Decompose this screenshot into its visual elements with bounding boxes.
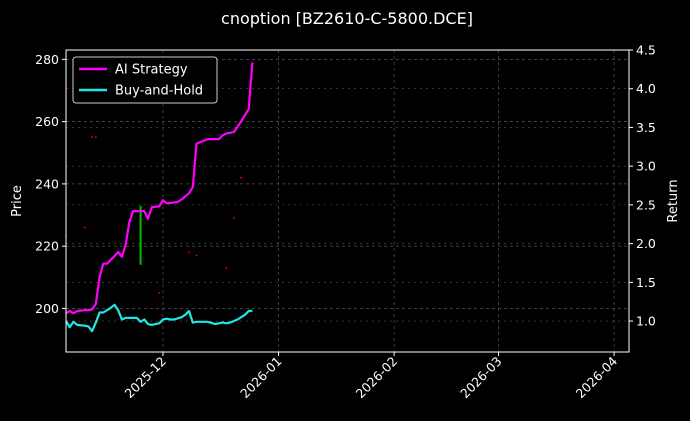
sell-marker — [188, 251, 190, 254]
right-y-axis: 1.0 1.5 2.0 2.5 3.0 3.5 4.0 4.5 — [629, 43, 656, 329]
right-tick-label: 3.5 — [636, 120, 656, 135]
legend-box — [72, 56, 218, 104]
sell-marker — [158, 291, 161, 294]
right-tick-label: 2.5 — [636, 197, 656, 212]
legend: AI Strategy Buy-and-Hold — [72, 56, 218, 104]
sell-marker — [232, 217, 235, 220]
sell-marker — [240, 176, 243, 179]
left-y-axis: 200 220 240 260 280 — [35, 52, 66, 316]
sell-marker — [195, 254, 198, 257]
left-tick-label: 260 — [35, 114, 59, 129]
right-tick-label: 1.5 — [636, 275, 656, 290]
right-tick-label: 3.0 — [636, 159, 656, 174]
right-tick-label: 1.0 — [636, 314, 656, 329]
sell-marker — [83, 226, 86, 229]
buy-and-hold-line — [65, 303, 253, 333]
left-tick-label: 200 — [35, 301, 59, 316]
grid — [66, 49, 629, 352]
right-tick-label: 2.0 — [636, 236, 656, 251]
sell-marker — [94, 136, 97, 139]
left-axis-title: Price — [10, 185, 25, 217]
right-tick-label: 4.5 — [636, 43, 656, 58]
left-tick-label: 220 — [35, 239, 59, 254]
sell-marker — [225, 267, 228, 269]
right-axis-title: Return — [666, 179, 681, 222]
chart-title: cnoption [BZ2610-C-5800.DCE] — [221, 9, 473, 28]
left-tick-label: 240 — [35, 176, 59, 191]
plot-frame — [65, 49, 630, 353]
ai-strategy-line — [65, 62, 254, 315]
sell-marker — [91, 136, 93, 139]
legend-label: AI Strategy — [115, 63, 188, 78]
right-tick-label: 4.0 — [636, 81, 656, 96]
left-tick-label: 280 — [35, 52, 59, 67]
legend-label: Buy-and-Hold — [115, 84, 203, 99]
series-lines — [65, 62, 254, 333]
